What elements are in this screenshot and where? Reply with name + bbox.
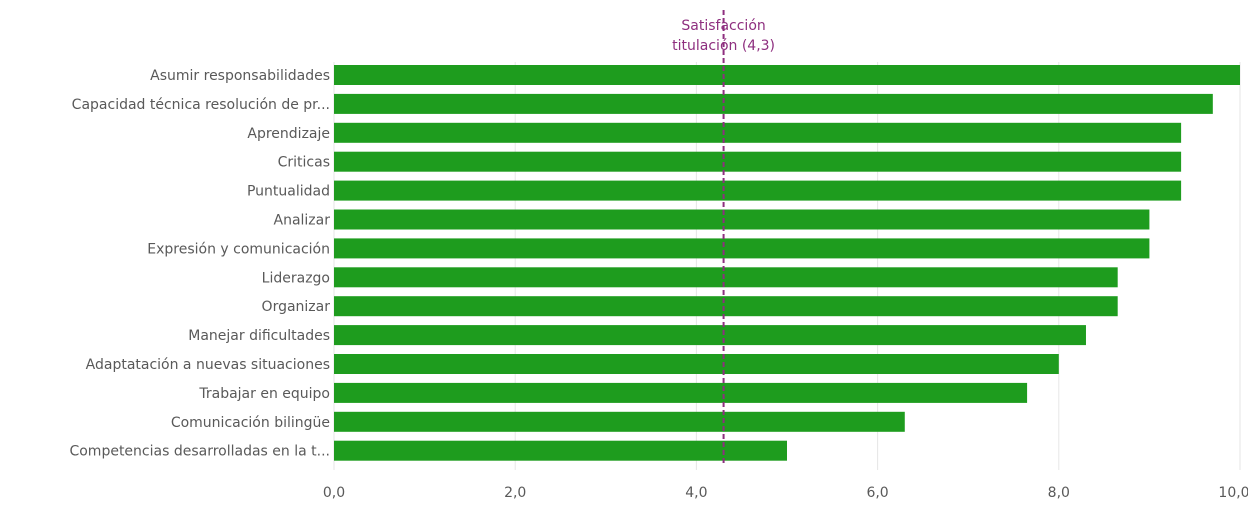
category-label: Expresión y comunicación (147, 241, 330, 257)
x-tick-label: 2,0 (504, 485, 526, 501)
bar[interactable] (334, 267, 1118, 288)
bar[interactable] (334, 151, 1182, 172)
bar[interactable] (334, 296, 1118, 317)
bars (334, 65, 1240, 461)
category-label: Trabajar en equipo (198, 386, 330, 402)
bar[interactable] (334, 411, 905, 432)
bar[interactable] (334, 122, 1182, 143)
category-label: Comunicación bilingüe (171, 415, 330, 431)
category-labels: Asumir responsabilidades Capacidad técnic… (69, 68, 330, 460)
bar[interactable] (334, 382, 1028, 403)
category-label: Criticas (278, 155, 330, 171)
reference-label-line1: Satisfacción (681, 18, 765, 34)
bar[interactable] (334, 354, 1059, 374)
category-label: Analizar (274, 213, 331, 229)
category-label: Aprendizaje (247, 126, 330, 142)
category-label: Liderazgo (262, 270, 330, 286)
category-label: Organizar (262, 299, 331, 315)
bar[interactable] (334, 180, 1182, 201)
x-tick-label: 10,0 (1218, 485, 1248, 501)
x-tick-label: 8,0 (1048, 485, 1070, 501)
category-label: Competencias desarrolladas en la t... (69, 444, 330, 460)
bar[interactable] (334, 238, 1150, 259)
category-label: Capacidad técnica resolución de pr... (72, 97, 330, 113)
category-label: Puntualidad (247, 184, 330, 200)
bar[interactable] (334, 325, 1086, 346)
bar[interactable] (334, 440, 787, 461)
x-tick-label: 4,0 (685, 485, 707, 501)
x-tick-label: 0,0 (323, 485, 345, 501)
reference-label-line2: titulación (4,3) (672, 38, 775, 54)
bar[interactable] (334, 65, 1240, 85)
category-label: Asumir responsabilidades (150, 68, 330, 84)
category-label: Adaptatación a nuevas situaciones (86, 357, 330, 373)
reference-line-group: Satisfacción titulación (4,3) (672, 10, 775, 466)
x-tick-label: 6,0 (866, 485, 888, 501)
x-axis-ticks: 0,0 2,0 4,0 6,0 8,0 10,0 (323, 485, 1248, 501)
bar[interactable] (334, 209, 1150, 230)
bar[interactable] (334, 93, 1213, 114)
category-label: Manejar dificultades (188, 328, 330, 344)
